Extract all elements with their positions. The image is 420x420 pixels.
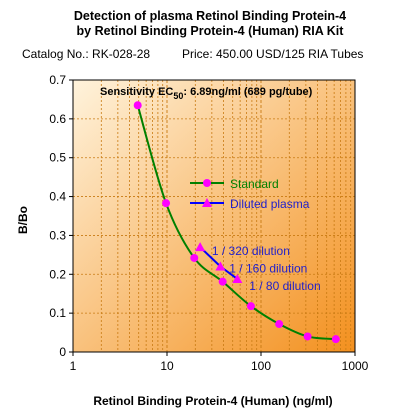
- y-tick-label: 0.4: [49, 190, 66, 204]
- diluted-point: [232, 273, 243, 283]
- diluted-point: [195, 242, 206, 252]
- catalog-number: Catalog No.: RK-028-28: [22, 47, 151, 61]
- dilution-label: 1 / 160 dilution: [229, 261, 307, 275]
- standard-point: [331, 335, 340, 344]
- legend-marker-standard: [203, 179, 211, 187]
- standard-point: [218, 277, 227, 286]
- standard-point: [190, 253, 199, 262]
- legend-label-standard: Standard: [230, 177, 279, 191]
- legend-label-diluted: Diluted plasma: [230, 197, 310, 211]
- y-tick-label: 0.2: [49, 267, 66, 281]
- y-tick-label: 0.5: [49, 151, 66, 165]
- chart-title-line1: Detection of plasma Retinol Binding Prot…: [73, 9, 347, 23]
- y-tick-label: 0.1: [49, 306, 66, 320]
- standard-point: [162, 199, 171, 208]
- y-tick-label: 0.3: [49, 228, 66, 242]
- y-tick-label: 0.6: [49, 112, 66, 126]
- x-tick-label: 100: [251, 359, 271, 373]
- axis-ticks: 1 10 100 1000 0 0.1 0.2 0.3 0.4 0.5 0.6 0.7: [49, 73, 368, 373]
- plot-area: [73, 80, 355, 352]
- standard-point: [275, 320, 284, 329]
- sensitivity-note: Sensitivity EC50: 6.89ng/ml (689 pg/tube…: [100, 86, 313, 101]
- dilution-label: 1 / 80 dilution: [249, 279, 320, 293]
- price-info: Price: 450.00 USD/125 RIA Tubes: [182, 47, 364, 61]
- standard-point: [133, 101, 142, 110]
- x-tick-label: 10: [160, 359, 174, 373]
- y-tick-label: 0.7: [49, 73, 66, 87]
- plot-frame: [72, 79, 356, 353]
- series-layer: [133, 101, 340, 344]
- dilution-label: 1 / 320 dilution: [212, 244, 290, 258]
- chart-title-line2: by Retinol Binding Protein-4 (Human) RIA…: [76, 24, 344, 38]
- standard-point: [246, 302, 255, 311]
- y-tick-label: 0: [59, 345, 66, 359]
- legend: Standard Diluted plasma: [190, 177, 310, 211]
- grid-lines: [73, 80, 355, 352]
- x-tick-label: 1000: [342, 359, 369, 373]
- x-tick-label: 1: [70, 359, 77, 373]
- annotations: 1 / 320 dilution 1 / 160 dilution 1 / 80 d…: [212, 244, 321, 293]
- diluted-point: [215, 261, 226, 271]
- x-axis-title: Retinol Binding Protein-4 (Human) (ng/ml…: [93, 394, 332, 408]
- standard-point: [303, 332, 312, 341]
- y-axis-title: B/Bo: [16, 206, 30, 234]
- legend-marker-diluted: [202, 198, 212, 207]
